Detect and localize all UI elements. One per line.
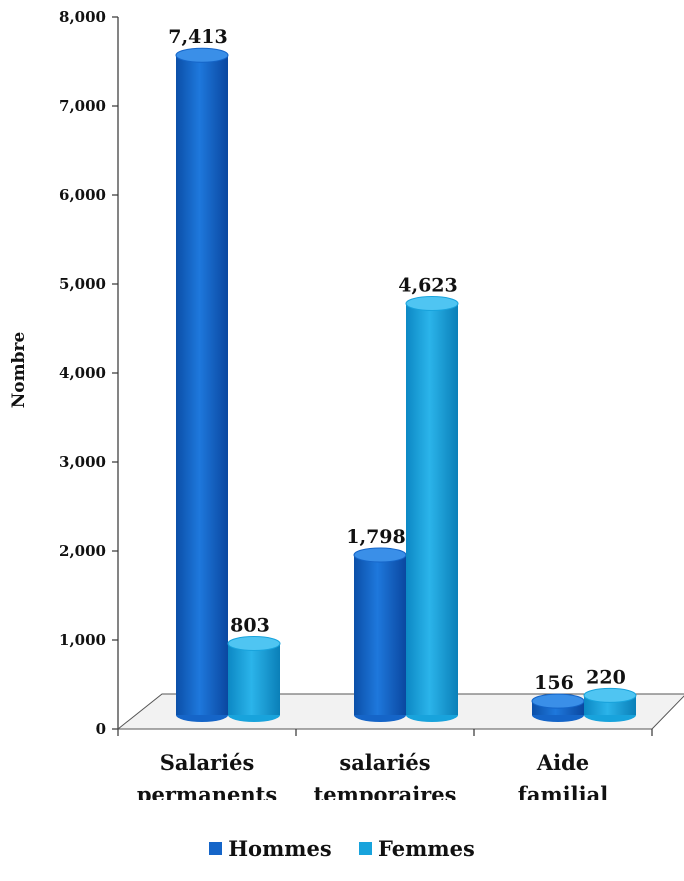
legend-label-femmes: Femmes xyxy=(378,836,475,861)
data-label: 1,798 xyxy=(346,526,406,548)
legend-swatch-hommes xyxy=(209,842,223,855)
y-tick-label: 8,000 xyxy=(59,8,106,26)
bar-hommes xyxy=(175,47,229,722)
data-label: 156 xyxy=(534,672,574,694)
y-tick-label: 6,000 xyxy=(59,186,106,204)
x-category-label: Salariés xyxy=(160,750,255,775)
y-tick-label: 4,000 xyxy=(59,364,106,382)
bar-femmes xyxy=(583,687,637,722)
bar-hommes xyxy=(353,547,407,722)
y-tick-label: 2,000 xyxy=(59,542,106,560)
y-tick-label: 5,000 xyxy=(59,275,106,293)
x-category-label: temporaires xyxy=(314,782,457,800)
y-tick-label: 3,000 xyxy=(59,453,106,471)
legend-swatch-femmes xyxy=(359,842,373,855)
x-category-label: permanents xyxy=(137,782,277,800)
legend-item-hommes: Hommes xyxy=(209,836,332,861)
bar-femmes xyxy=(227,636,281,722)
legend-item-femmes: Femmes xyxy=(359,836,475,861)
bars xyxy=(175,47,637,722)
data-label: 803 xyxy=(230,615,270,637)
data-label: 4,623 xyxy=(398,275,458,297)
data-label: 220 xyxy=(586,666,626,688)
bar-hommes xyxy=(531,693,585,722)
y-tick-label: 1,000 xyxy=(59,631,106,649)
y-tick-label: 7,000 xyxy=(59,97,106,115)
bar-femmes xyxy=(405,296,459,722)
x-category-label: familial xyxy=(518,782,608,800)
y-axis-label: Nombre xyxy=(9,332,29,409)
y-tick-label: 0 xyxy=(96,720,106,738)
data-label: 7,413 xyxy=(168,26,228,48)
x-category-label: salariés xyxy=(339,750,430,775)
data-labels: 7,413 803 1,798 4,623 156 220 xyxy=(168,26,626,694)
legend: Hommes Femmes xyxy=(0,835,684,861)
legend-label-hommes: Hommes xyxy=(228,836,332,861)
bar-chart: Nombre 0 1,000 2,000 3,000 4,000 5,000 6,000 7,… xyxy=(9,8,684,800)
x-category-label: Aide xyxy=(536,750,589,775)
